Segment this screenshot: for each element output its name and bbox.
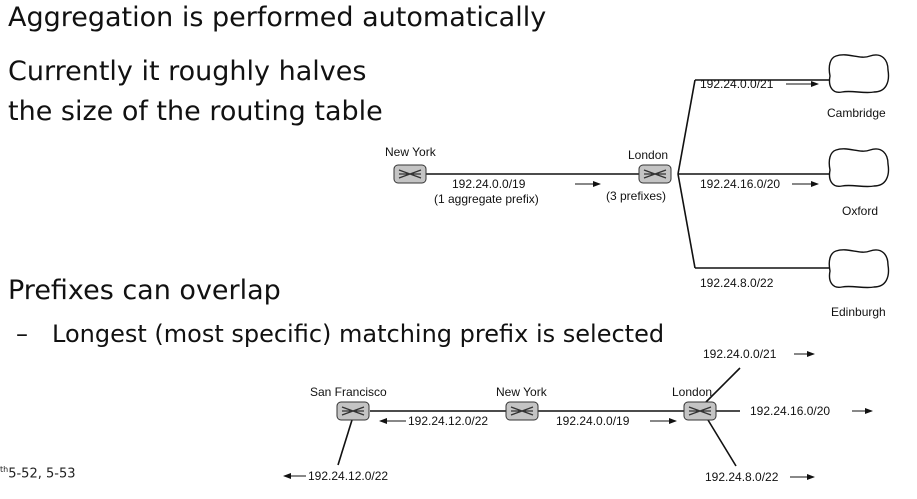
footer-reference: th5-52, 5-53	[0, 465, 76, 481]
bullet-aggregation: Aggregation is performed automatically	[8, 2, 547, 33]
label-sf-out-prefix: 192.24.12.0/22	[308, 469, 388, 483]
label-lon-out-prefix-3: 192.24.8.0/22	[705, 470, 779, 484]
diagram-overlap: San Francisco New York London 192.24.12.…	[283, 347, 873, 484]
label-london: London	[628, 148, 668, 162]
footer-pages: 5-52, 5-53	[8, 466, 76, 482]
label-edinburgh-prefix: 192.24.8.0/22	[700, 276, 774, 290]
diagram-aggregation: New York London 192.24.0.0/19 (1 aggrega…	[385, 54, 890, 319]
label-london-note: (3 prefixes)	[606, 189, 666, 203]
cloud-oxford-icon	[828, 148, 890, 188]
router-london-icon	[638, 164, 672, 184]
router-san-francisco-icon	[336, 401, 370, 421]
label-edinburgh: Edinburgh	[831, 305, 886, 319]
label-oxford: Oxford	[842, 204, 878, 218]
cloud-edinburgh-icon	[828, 249, 890, 289]
label-cambridge-prefix: 192.24.0.0/21	[700, 77, 774, 91]
label-lon-out-prefix-1: 192.24.0.0/21	[703, 347, 777, 361]
footer-superscript: th	[0, 465, 9, 474]
router-new-york-icon	[393, 164, 427, 184]
router-london-2-icon	[683, 401, 717, 421]
label-new-york: New York	[385, 145, 437, 159]
label-london-2: London	[672, 385, 712, 399]
label-oxford-prefix: 192.24.16.0/20	[700, 177, 780, 191]
label-lon-out-prefix-2: 192.24.16.0/20	[750, 404, 830, 418]
sub-bullet-longest-prefix: Longest (most specific) matching prefix …	[52, 320, 665, 348]
sub-bullet-dash: –	[16, 320, 28, 348]
bullet-halves-line2: the size of the routing table	[8, 96, 383, 127]
cloud-cambridge-icon	[828, 54, 890, 94]
router-new-york-2-icon	[505, 401, 539, 421]
bullet-overlap: Prefixes can overlap	[8, 275, 281, 306]
label-san-francisco: San Francisco	[310, 385, 387, 399]
label-cambridge: Cambridge	[827, 106, 886, 120]
bullet-halves-line1: Currently it roughly halves	[8, 56, 367, 87]
label-aggregate-note: (1 aggregate prefix)	[434, 192, 539, 206]
label-aggregate-prefix: 192.24.0.0/19	[452, 177, 526, 191]
label-sf-ny-prefix: 192.24.12.0/22	[408, 414, 488, 428]
label-new-york-2: New York	[496, 385, 548, 399]
label-ny-lon-prefix: 192.24.0.0/19	[556, 414, 630, 428]
